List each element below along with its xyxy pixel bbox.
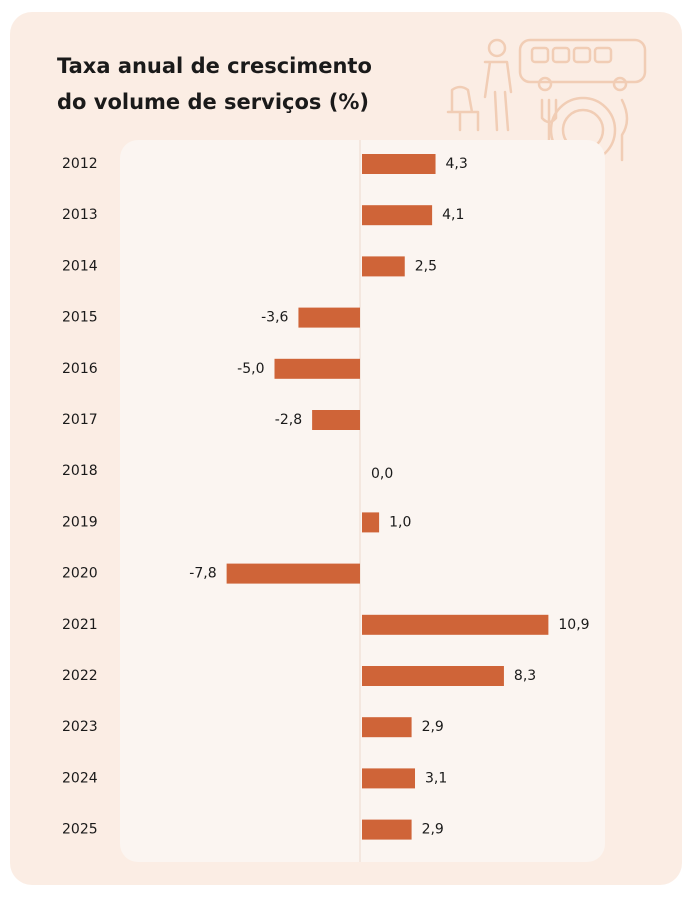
bar: [312, 410, 360, 430]
bar: [362, 256, 405, 277]
bar: [362, 154, 436, 174]
data-label: 4,3: [446, 156, 468, 172]
data-label: 1,0: [389, 514, 411, 530]
bar: [362, 512, 380, 533]
y-tick-label: 2021: [62, 617, 98, 633]
data-label: -7,8: [189, 566, 216, 582]
bar: [362, 205, 433, 226]
y-tick-label: 2013: [62, 207, 98, 223]
data-label: 2,9: [422, 822, 444, 838]
data-label: 8,3: [514, 668, 536, 684]
data-label: 10,9: [558, 617, 589, 633]
y-tick-label: 2023: [62, 719, 98, 735]
chart-title: do volume de serviços (%): [57, 90, 369, 114]
y-tick-label: 2022: [62, 668, 98, 684]
plot-panel: [120, 140, 605, 862]
y-tick-label: 2012: [62, 156, 98, 172]
bar: [362, 614, 549, 635]
y-tick-label: 2014: [62, 258, 98, 274]
data-label: -5,0: [237, 361, 264, 377]
data-label: 2,9: [422, 719, 444, 735]
data-label: -2,8: [275, 412, 302, 428]
y-tick-label: 2016: [62, 361, 98, 377]
y-tick-label: 2015: [62, 310, 98, 326]
y-tick-label: 2019: [62, 514, 98, 530]
bar: [226, 563, 360, 584]
y-tick-label: 2024: [62, 770, 98, 786]
bar: [362, 717, 412, 738]
bar: [298, 307, 360, 328]
bar: [362, 666, 504, 686]
data-label: 0,0: [371, 466, 393, 482]
data-label: 4,1: [442, 207, 464, 223]
data-label: 2,5: [415, 258, 437, 274]
data-label: 3,1: [425, 770, 447, 786]
data-label: -3,6: [261, 310, 288, 326]
y-tick-label: 2020: [62, 566, 98, 582]
bar: [362, 768, 416, 789]
bar: [362, 819, 412, 840]
y-tick-label: 2018: [62, 463, 98, 479]
y-tick-label: 2017: [62, 412, 98, 428]
chart-title: Taxa anual de crescimento: [57, 54, 372, 78]
y-tick-label: 2025: [62, 822, 98, 838]
bar: [274, 358, 360, 379]
